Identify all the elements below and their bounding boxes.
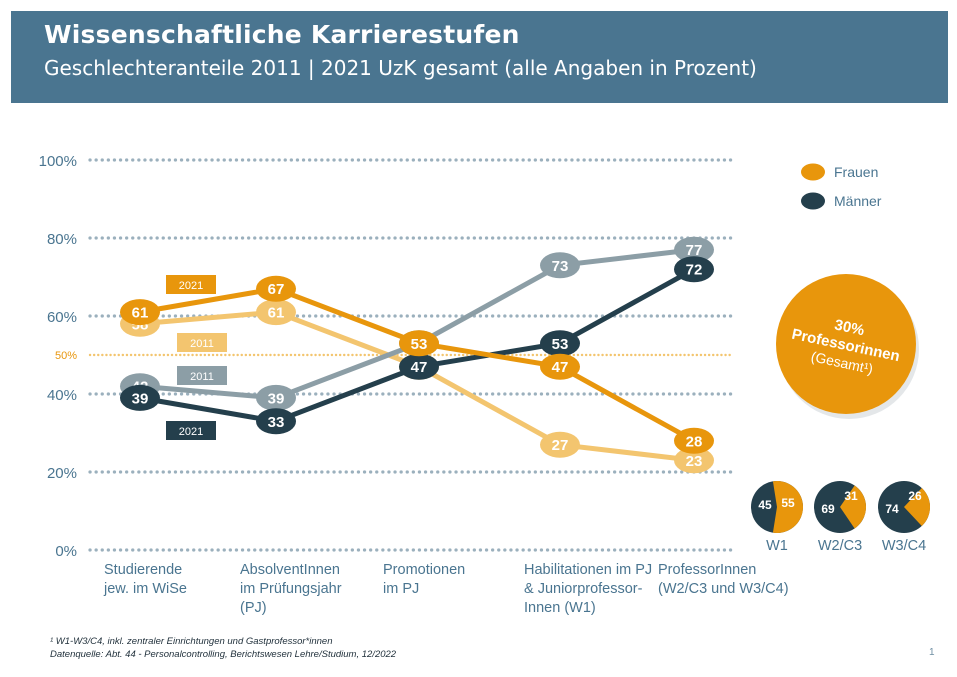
- data-point: [256, 408, 296, 435]
- x-category-label: Habilitationen im PJ & Juniorprofessor- In…: [524, 562, 652, 616]
- x-category-label: Promotionen im PJ: [383, 562, 465, 597]
- page-title: Wissenschaftliche Karrierestufen: [44, 20, 520, 49]
- x-category-label-line: (PJ): [240, 600, 267, 616]
- year-tag-label: 2021: [179, 280, 203, 292]
- callout-percent: 30%: [833, 316, 866, 339]
- pie-caption: W3/C4: [882, 538, 926, 554]
- data-label: 27: [552, 437, 569, 454]
- series-maenner_2021: 39 33 47 53 72: [120, 256, 714, 435]
- y-tick-label: 20%: [47, 465, 77, 482]
- series-frauen_2021: 61 67 53 47 28: [120, 275, 714, 454]
- y-tick-label: 80%: [47, 231, 77, 248]
- data-label: 72: [686, 262, 703, 279]
- data-label: 28: [686, 433, 703, 450]
- year-tag-label: 2011: [190, 338, 214, 350]
- pie-slice-frauen: [840, 485, 866, 529]
- data-label: 73: [552, 258, 569, 275]
- year-tag-box: [166, 275, 216, 294]
- y-tick-label: 40%: [47, 387, 77, 404]
- data-label: 53: [552, 336, 569, 353]
- pie-w3-c4: 26 74 W3/C4: [878, 481, 930, 554]
- data-label: 39: [268, 390, 285, 407]
- data-point: [256, 384, 296, 411]
- legend-marker: [801, 192, 825, 210]
- pie-label-frauen: 31: [844, 489, 858, 503]
- year-tag-label: 2021: [179, 426, 203, 438]
- pie-caption: W2/C3: [818, 538, 862, 554]
- data-point: [674, 427, 714, 454]
- data-label: 61: [132, 305, 149, 322]
- pie-label-maenner: 74: [885, 502, 899, 516]
- data-label: 77: [686, 242, 703, 259]
- x-category-label-line: & Juniorprofessor-: [524, 581, 643, 597]
- year-tag-label: 2011: [190, 371, 214, 383]
- data-point: [540, 330, 580, 357]
- pie-caption: W1: [766, 538, 788, 554]
- page-subtitle: Geschlechteranteile 2011 | 2021 UzK gesa…: [44, 56, 757, 80]
- legend-label: Frauen: [834, 164, 878, 180]
- x-category-label: ProfessorInnen (W2/C3 und W3/C4): [658, 562, 789, 597]
- series-frauen_2011: 5861472723: [120, 299, 714, 474]
- footnote: ¹ W1-W3/C4, inkl. zentraler Einrichtunge…: [50, 636, 333, 647]
- header-banner: [11, 11, 948, 103]
- data-point: [540, 252, 580, 279]
- data-point: [120, 384, 160, 411]
- data-point: [399, 353, 439, 380]
- year-tag-box: [177, 366, 227, 385]
- data-source-note: Datenquelle: Abt. 44 - Personalcontrolli…: [50, 649, 397, 660]
- x-category-label-line: AbsolventInnen: [240, 562, 340, 578]
- x-category-label-line: Innen (W1): [524, 600, 596, 616]
- pie-label-maenner: 69: [821, 502, 835, 516]
- y-tick-label: 100%: [39, 153, 77, 170]
- data-point: [256, 299, 296, 326]
- data-label: 23: [686, 453, 703, 470]
- x-category-label-line: im Prüfungsjahr: [240, 581, 342, 597]
- data-label: 47: [552, 359, 569, 376]
- x-category-label-line: im PJ: [383, 581, 419, 597]
- x-category-label-line: Studierende: [104, 562, 182, 578]
- x-category-label-line: (W2/C3 und W3/C4): [658, 581, 789, 597]
- data-label: 47: [411, 359, 428, 376]
- x-category-label-line: Habilitationen im PJ: [524, 562, 652, 578]
- x-category-label-line: jew. im WiSe: [103, 581, 187, 597]
- pie-label-frauen: 26: [908, 489, 922, 503]
- year-tag-box: [177, 333, 227, 352]
- data-label: 53: [411, 336, 428, 353]
- y-tick-label: 60%: [47, 309, 77, 326]
- data-label: 39: [132, 390, 149, 407]
- x-category-label: Studierende jew. im WiSe: [103, 562, 187, 597]
- x-category-label: AbsolventInnen im Prüfungsjahr (PJ): [240, 562, 342, 616]
- pie-label-maenner: 45: [758, 498, 772, 512]
- pie-slice-frauen: [904, 488, 930, 526]
- pie-w1: 55 45 W1: [751, 481, 804, 554]
- pie-w2-c3: 31 69 W2/C3: [814, 481, 866, 554]
- y-tick-label: 0%: [55, 543, 77, 560]
- data-point: [674, 236, 714, 263]
- legend-marker: [801, 163, 825, 181]
- data-label: 67: [268, 281, 285, 298]
- fifty-percent-label: 50%: [55, 350, 77, 362]
- x-category-label-line: ProfessorInnen: [658, 562, 756, 578]
- data-point: [540, 353, 580, 380]
- data-point: [120, 299, 160, 326]
- data-point: [540, 431, 580, 458]
- data-point: [674, 447, 714, 474]
- callout-circle: [776, 274, 916, 414]
- page-number: 1: [929, 647, 935, 658]
- data-point: [674, 256, 714, 283]
- pie-slice-frauen: [772, 481, 804, 533]
- pie-label-frauen: 55: [781, 496, 795, 510]
- data-point: [399, 330, 439, 357]
- data-point: [256, 275, 296, 302]
- data-label: 33: [268, 414, 285, 431]
- legend-label: Männer: [834, 193, 882, 209]
- year-tag-box: [166, 421, 216, 440]
- x-category-label-line: Promotionen: [383, 562, 465, 578]
- data-label: 61: [268, 305, 285, 322]
